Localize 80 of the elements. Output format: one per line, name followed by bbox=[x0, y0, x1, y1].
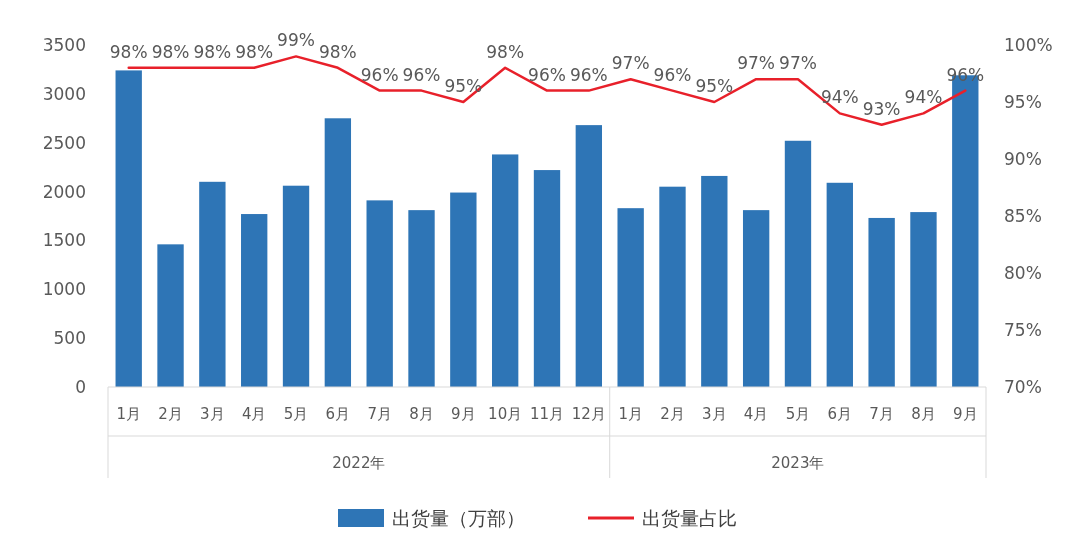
bar bbox=[408, 210, 435, 387]
x-tick-label: 7月 bbox=[367, 405, 392, 423]
text: 2023年 bbox=[771, 454, 825, 472]
data-label: 98% bbox=[109, 41, 148, 62]
x-tick-label: 2月 bbox=[660, 405, 685, 423]
bar bbox=[617, 208, 644, 387]
bar bbox=[826, 182, 853, 387]
y-tick-label: 2500 bbox=[42, 132, 86, 153]
bar bbox=[742, 210, 770, 387]
y2-tick-label: 95% bbox=[1004, 92, 1042, 112]
y2-tick-label: 75% bbox=[1004, 320, 1042, 340]
data-label: 94% bbox=[904, 87, 943, 108]
data-label: 95% bbox=[695, 76, 734, 96]
data-label: 94% bbox=[820, 87, 859, 108]
x-tick-label: 3月 bbox=[702, 405, 727, 423]
x-tick-label: 1月 bbox=[116, 405, 141, 423]
y-tick-label: 3000 bbox=[42, 83, 86, 104]
x-tick-label: 4月 bbox=[241, 405, 267, 423]
bar bbox=[366, 200, 393, 387]
x-tick-label: 1月 bbox=[618, 405, 643, 423]
x-tick-label: 10月 bbox=[488, 405, 523, 423]
x-tick-label: 5月 bbox=[785, 405, 811, 423]
bar bbox=[450, 192, 477, 387]
x-tick-label: 4月 bbox=[743, 405, 769, 423]
x-tick-label: 12月 bbox=[571, 405, 606, 423]
x-tick-label: 6月 bbox=[325, 405, 351, 423]
data-label: 95% bbox=[444, 76, 483, 96]
y-tick-label: 0 bbox=[75, 377, 86, 397]
y-tick-label: 2000 bbox=[42, 181, 86, 202]
y-tick-label: 1500 bbox=[42, 230, 86, 251]
data-label: 98% bbox=[486, 41, 525, 62]
x-tick-label: 2月 bbox=[158, 405, 183, 423]
y2-tick-label: 80% bbox=[1004, 263, 1042, 283]
y-tick-label: 1000 bbox=[42, 279, 86, 300]
y2-tick-label: 100% bbox=[1004, 35, 1053, 55]
bar bbox=[324, 118, 352, 387]
bar bbox=[282, 185, 310, 387]
x-tick-label: 6月 bbox=[827, 405, 853, 423]
data-label: 96% bbox=[653, 64, 692, 85]
y2-tick-label: 70% bbox=[1004, 377, 1042, 397]
bar bbox=[784, 140, 812, 387]
bar bbox=[659, 186, 686, 387]
legend-label: 出货量（万部） bbox=[392, 507, 525, 529]
data-label: 96% bbox=[402, 64, 441, 85]
y-tick-label: 500 bbox=[53, 328, 86, 349]
data-label: 98% bbox=[235, 41, 274, 62]
text: 2022年 bbox=[332, 454, 386, 472]
data-label: 93% bbox=[862, 98, 901, 119]
bar bbox=[115, 70, 142, 387]
x-tick-label: 7月 bbox=[869, 405, 894, 423]
bar bbox=[157, 244, 184, 387]
legend-label: 出货量占比 bbox=[642, 507, 737, 529]
x-tick-label: 11月 bbox=[529, 405, 565, 423]
x-tick-label: 9月 bbox=[451, 405, 476, 423]
x-tick-label: 8月 bbox=[911, 405, 936, 423]
data-label: 98% bbox=[318, 41, 357, 62]
bar bbox=[533, 170, 561, 387]
bar bbox=[241, 214, 268, 387]
bar bbox=[868, 217, 895, 387]
x-tick-label: 3月 bbox=[200, 405, 225, 423]
data-label: 97% bbox=[737, 53, 776, 74]
data-label: 96% bbox=[360, 64, 399, 85]
data-label: 96% bbox=[528, 64, 566, 85]
data-label: 97% bbox=[779, 53, 817, 74]
data-label: 98% bbox=[193, 41, 232, 62]
bar bbox=[575, 125, 603, 387]
bar bbox=[199, 181, 226, 387]
y-tick-label: 3500 bbox=[42, 35, 86, 55]
x-tick-label: 9月 bbox=[953, 405, 978, 423]
y2-tick-label: 85% bbox=[1004, 206, 1042, 226]
bar bbox=[701, 175, 728, 387]
data-label: 98% bbox=[151, 41, 190, 62]
bar bbox=[910, 212, 937, 387]
bar bbox=[491, 154, 519, 387]
y2-tick-label: 90% bbox=[1004, 149, 1042, 169]
data-label: 97% bbox=[611, 53, 650, 74]
data-label: 96% bbox=[569, 64, 608, 85]
data-label: 99% bbox=[277, 30, 315, 51]
x-tick-label: 8月 bbox=[409, 405, 434, 423]
x-tick-label: 5月 bbox=[283, 405, 309, 423]
